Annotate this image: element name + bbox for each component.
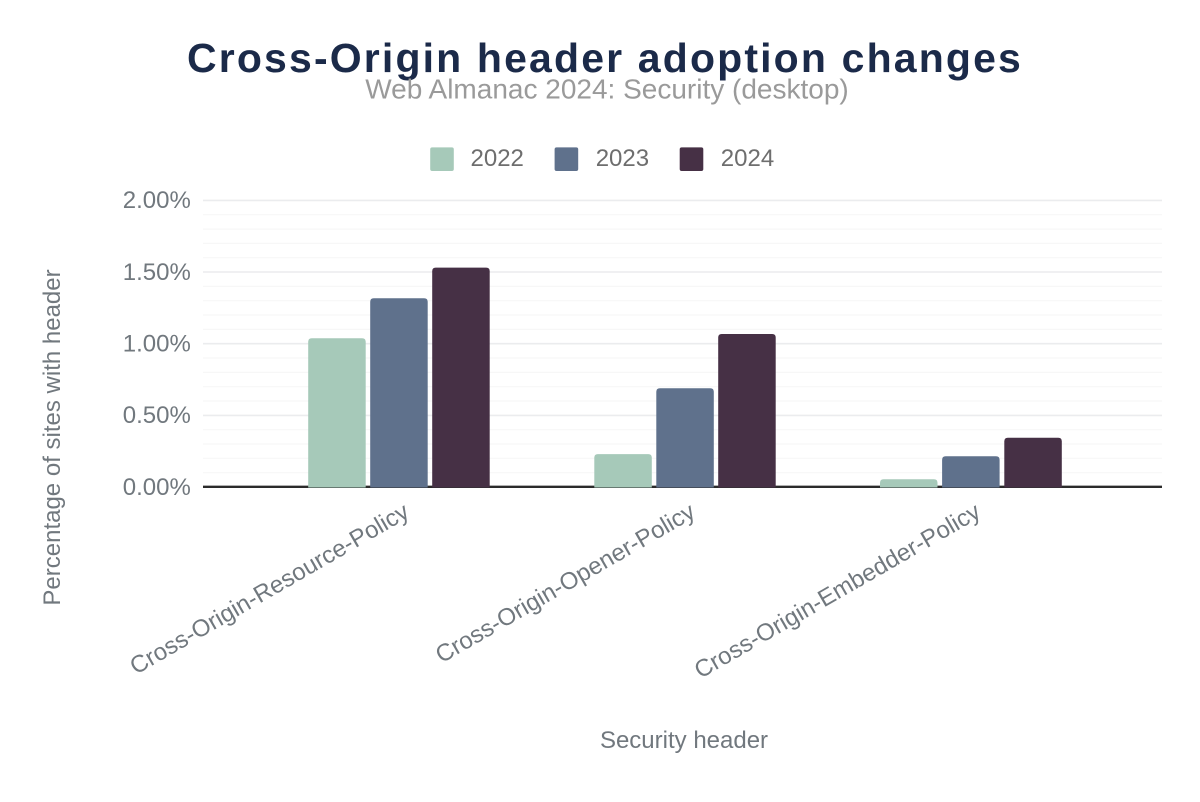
svg-text:0.00%: 0.00%	[123, 474, 191, 501]
svg-text:Cross-Origin header adoption c: Cross-Origin header adoption changes	[187, 35, 1023, 81]
svg-text:2.00%: 2.00%	[123, 187, 191, 214]
svg-text:1.00%: 1.00%	[123, 331, 191, 358]
svg-text:Percentage of sites with heade: Percentage of sites with header	[39, 269, 66, 605]
svg-text:1.50%: 1.50%	[123, 259, 191, 286]
svg-text:2023: 2023	[596, 145, 649, 172]
svg-text:2022: 2022	[471, 145, 524, 172]
svg-text:0.50%: 0.50%	[123, 402, 191, 429]
svg-text:Web Almanac 2024: Security (de: Web Almanac 2024: Security (desktop)	[365, 74, 849, 105]
svg-text:Security header: Security header	[600, 727, 768, 754]
svg-text:2024: 2024	[721, 145, 774, 172]
